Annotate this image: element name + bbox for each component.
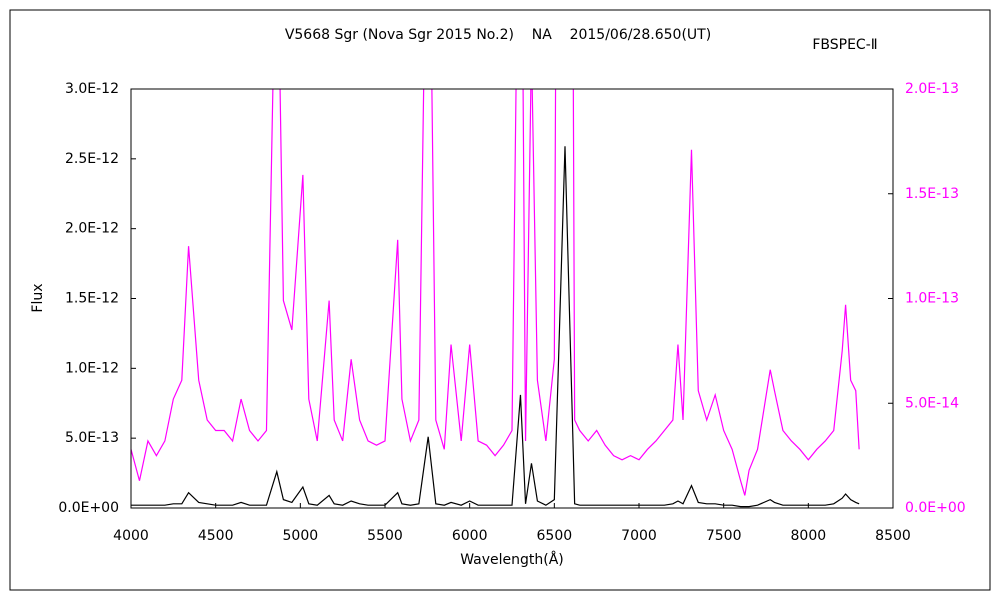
x-axis-label: Wavelength(Å) [460, 551, 564, 568]
x-tick-label: 4000 [113, 528, 149, 544]
x-tick-label: 7500 [706, 528, 742, 544]
plot-lines [131, 89, 860, 508]
y2-tick-label: 1.0E-13 [905, 291, 959, 307]
y-tick-label: 0.0E+00 [58, 500, 119, 516]
x-tick-label: 5000 [283, 528, 319, 544]
chart-title: V5668 Sgr (Nova Sgr 2015 No.2) NA 2015/0… [285, 27, 711, 43]
x-tick-label: 8500 [875, 528, 911, 544]
spectrum-line [131, 146, 860, 508]
y-tick-label: 3.0E-12 [65, 81, 119, 97]
x-tick-label: 6500 [537, 528, 573, 544]
spectrum-line [131, 89, 860, 496]
x-tick-label: 5500 [367, 528, 403, 544]
x-tick-label: 7000 [621, 528, 657, 544]
y-tick-label: 1.5E-12 [65, 291, 119, 307]
plot-frame [130, 88, 894, 509]
y-tick-label: 5.0E-13 [65, 430, 119, 446]
y2-tick-label: 0.0E+00 [905, 500, 966, 516]
y2-tick-label: 2.0E-13 [905, 81, 959, 97]
y-tick-label: 2.0E-12 [65, 221, 119, 237]
x-tick-label: 4500 [198, 528, 234, 544]
x-tick-label: 8000 [791, 528, 827, 544]
y2-tick-label: 1.5E-13 [905, 186, 959, 202]
y2-tick-label: 5.0E-14 [905, 395, 959, 411]
y-tick-label: 1.0E-12 [65, 360, 119, 376]
x-tick-label: 6000 [452, 528, 488, 544]
y-tick-label: 2.5E-12 [65, 151, 119, 167]
frame [9, 9, 991, 591]
annotation: FBSPEC-Ⅱ [812, 37, 877, 53]
y-axis-label: Flux [30, 283, 46, 312]
